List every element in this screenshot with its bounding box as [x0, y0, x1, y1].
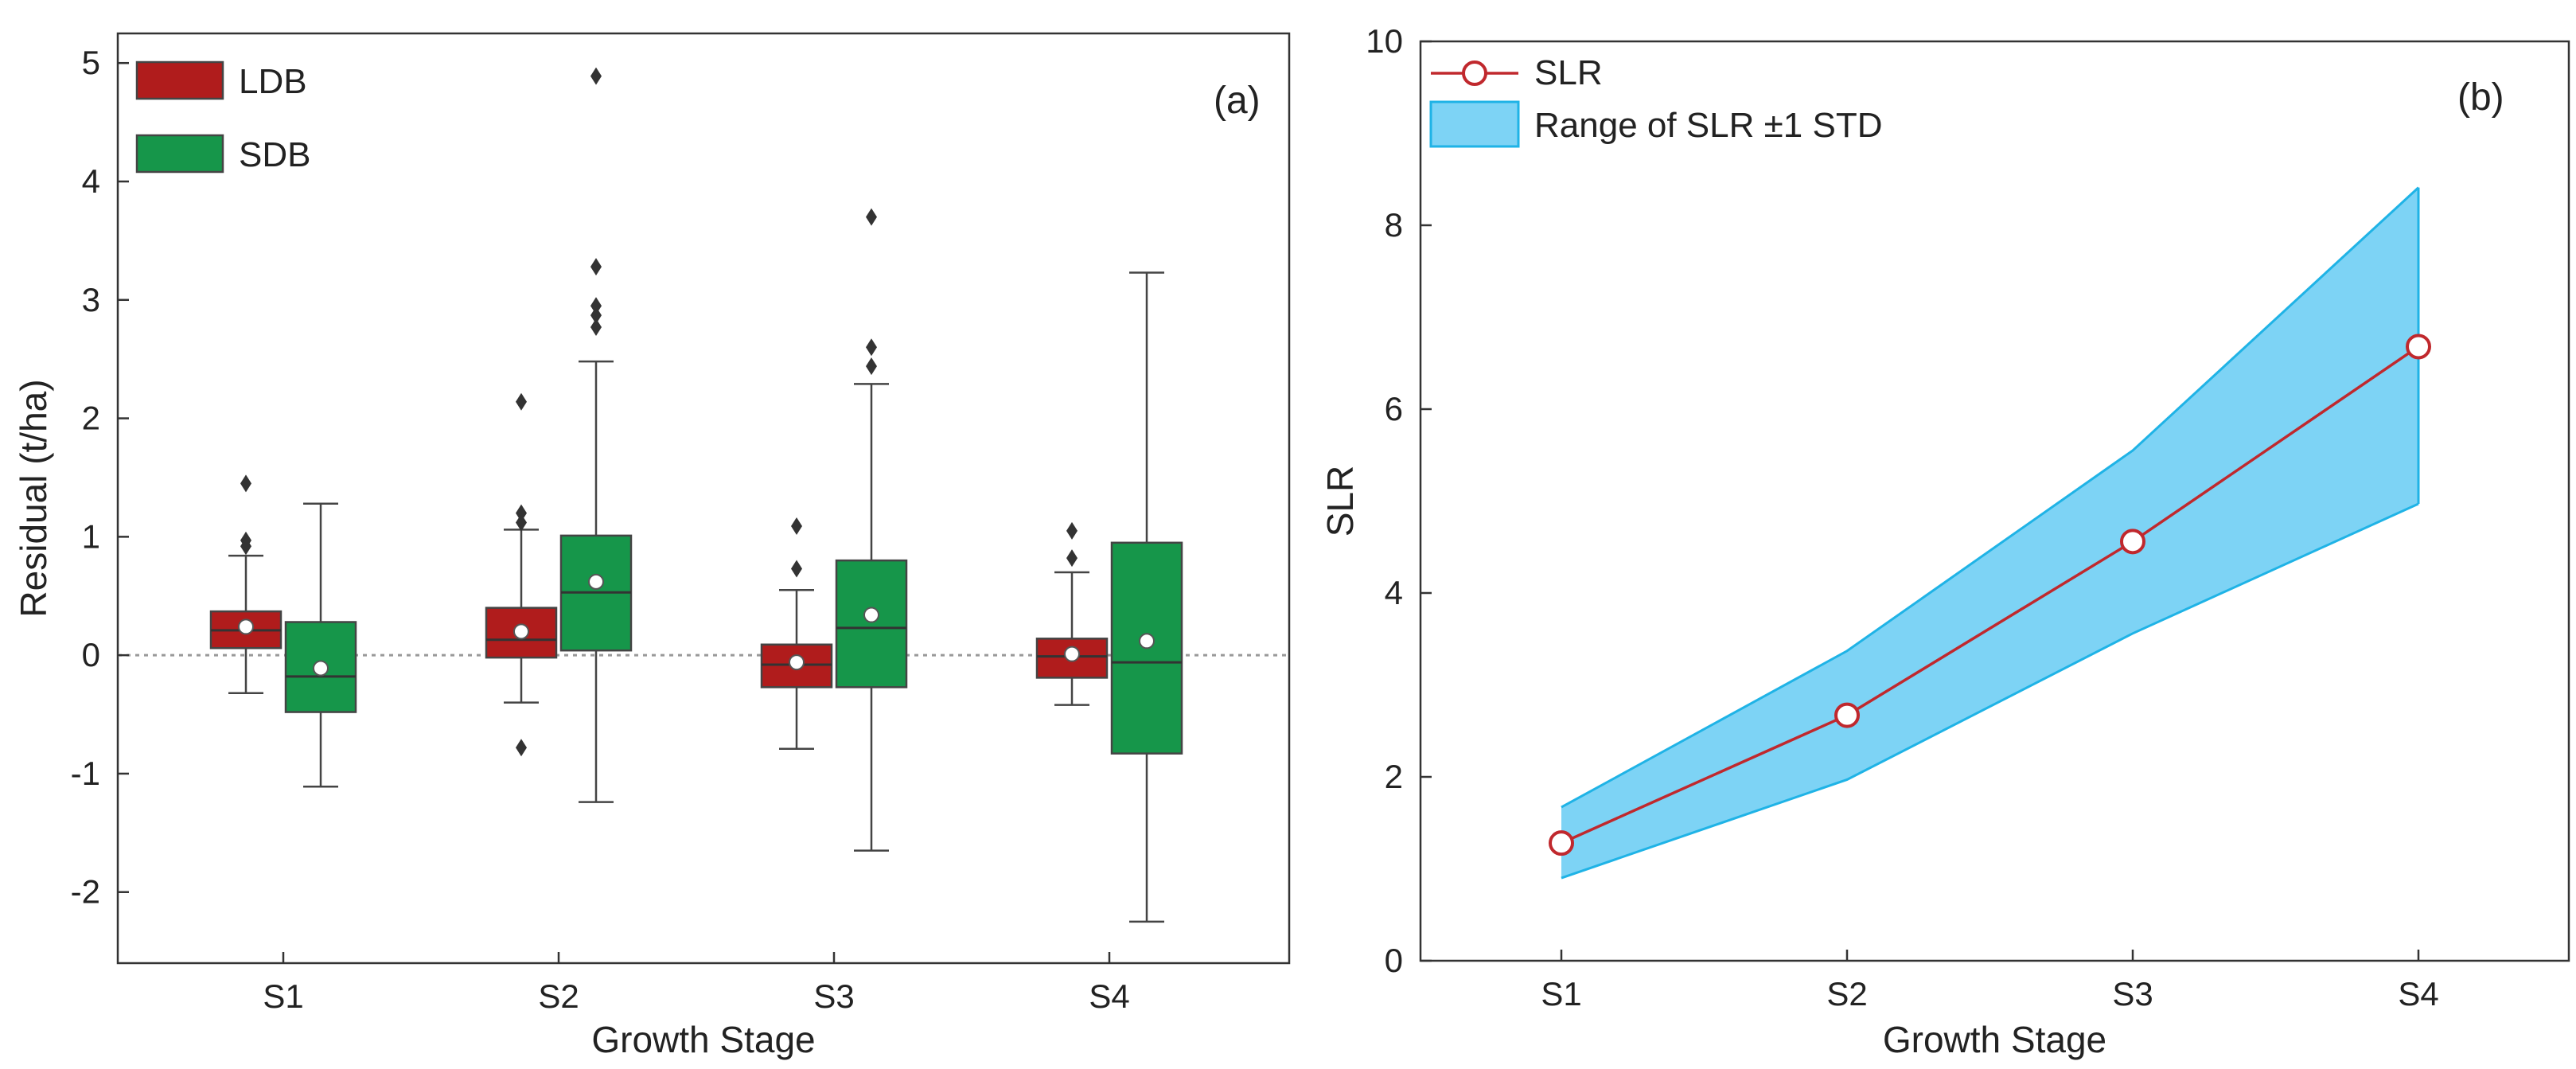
std-band: [1561, 187, 2418, 879]
legend-marker-slr: [1462, 60, 1487, 86]
outlier-marker: [1066, 521, 1078, 540]
outlier-marker: [866, 357, 877, 376]
panel-b-ytick-label: 8: [1385, 206, 1403, 244]
panel-a-xtick-label: S2: [538, 977, 579, 1015]
legend-swatch-sdb: [135, 134, 224, 174]
panel-a-series-sdb: [284, 67, 1183, 923]
outlier-marker: [590, 258, 602, 276]
panel-a-ytick-label: -2: [71, 873, 100, 911]
panel-b-plot-frame: [1419, 40, 2570, 962]
iqr-box: [835, 559, 908, 689]
outlier-marker: [590, 297, 602, 315]
panel-a-ytick-label: 2: [82, 400, 100, 437]
panel-a-xtick-label: S3: [813, 977, 854, 1015]
panel-a-ytick-label: 5: [82, 44, 100, 81]
panel-a-series-ldb: [209, 392, 1109, 757]
outlier-marker: [240, 474, 251, 493]
legend-label-sdb: SDB: [239, 135, 310, 174]
mean-marker: [1139, 633, 1155, 650]
legend-swatch-std-band: [1429, 100, 1520, 148]
mean-marker: [313, 660, 329, 677]
panel-a-xtick-label: S4: [1089, 977, 1129, 1015]
slr-line: [1561, 345, 2419, 845]
panel-a-ylabel: Residual (t/ha): [13, 379, 54, 617]
mean-marker: [513, 623, 529, 640]
outlier-marker: [516, 739, 527, 757]
iqr-box: [1035, 638, 1109, 679]
std-band-upper-edge: [1561, 186, 2420, 809]
slr-point-s3: [2120, 529, 2145, 555]
panel-b-ytick-label: 2: [1385, 758, 1403, 795]
panel-a-ytick-label: 1: [82, 517, 100, 555]
panel-b-ytick-label: 10: [1366, 22, 1403, 60]
legend-label-slr: SLR: [1534, 53, 1603, 92]
panel-b-xtick-label: S2: [1826, 975, 1867, 1012]
box-sdb-s1: [284, 502, 357, 788]
legend-label-std-band: Range of SLR ±1 STD: [1534, 106, 1882, 145]
panel-a-boxplot: -2 -1 0 1 2 3 4 5 S1 S2 S3 S4 Growth Stage Residual (…: [13, 32, 1291, 1060]
outlier-marker: [866, 208, 877, 226]
panel-b-legend: SLR Range of SLR ±1 STD: [1429, 53, 1882, 148]
box-sdb-s4: [1110, 271, 1183, 923]
panel-b-ytick-label: 6: [1385, 390, 1403, 427]
panel-a-plot-frame: [116, 32, 1291, 965]
mean-marker: [588, 573, 604, 590]
outlier-marker: [590, 67, 602, 85]
panel-a-ytick-label: 0: [82, 636, 100, 673]
outlier-marker: [590, 318, 602, 336]
outlier-marker: [516, 504, 527, 522]
panel-b-xtick-label: S1: [1541, 975, 1581, 1012]
box-sdb-s3: [835, 208, 908, 852]
outlier-marker: [1066, 549, 1078, 568]
panel-b-xlabel: Growth Stage: [1883, 1019, 2106, 1060]
box-ldb-s1: [209, 474, 283, 695]
mean-marker: [789, 654, 805, 671]
outlier-marker: [791, 560, 802, 578]
mean-marker: [863, 607, 879, 623]
legend-label-ldb: LDB: [239, 62, 307, 101]
panel-a-label: (a): [1214, 80, 1261, 122]
panel-b-xtick-label: S4: [2398, 975, 2438, 1012]
outlier-marker: [866, 338, 877, 357]
box-ldb-s4: [1035, 521, 1109, 706]
panel-a-legend: LDB SDB: [135, 60, 310, 174]
panel-a-ytick-label: 4: [82, 162, 100, 200]
box-ldb-s2: [485, 392, 558, 757]
panel-a-xlabel: Growth Stage: [591, 1019, 815, 1060]
slr-series: [1549, 334, 2431, 856]
box-sdb-s2: [559, 67, 633, 803]
panel-b-ylabel: SLR: [1319, 466, 1361, 536]
panel-b-xtick-label: S3: [2112, 975, 2153, 1012]
panel-a-ytick-label: -1: [71, 755, 100, 792]
outlier-marker: [791, 517, 802, 535]
slr-point-s1: [1549, 830, 1574, 856]
mean-marker: [1064, 646, 1080, 662]
outlier-marker: [590, 306, 602, 325]
panel-a-xtick-label: S1: [263, 977, 303, 1015]
std-band-lower-edge: [1561, 502, 2419, 880]
panel-b-ytick-label: 0: [1385, 942, 1403, 979]
legend-swatch-ldb: [135, 60, 224, 100]
panel-b-slr-line: 0 2 4 6 8 10 S1 S2 S3 S4 Growth Stage SLR (b) SLR Rang…: [1319, 22, 2570, 1060]
panel-b-label: (b): [2457, 76, 2504, 119]
slr-point-s4: [2406, 334, 2431, 360]
panel-b-ytick-label: 4: [1385, 574, 1403, 611]
outlier-marker: [240, 531, 251, 549]
outlier-marker: [516, 513, 527, 532]
outlier-marker: [516, 392, 527, 411]
panel-a-ytick-label: 3: [82, 281, 100, 318]
mean-marker: [238, 618, 254, 635]
box-ldb-s3: [760, 517, 833, 750]
slr-point-s2: [1834, 702, 1860, 728]
